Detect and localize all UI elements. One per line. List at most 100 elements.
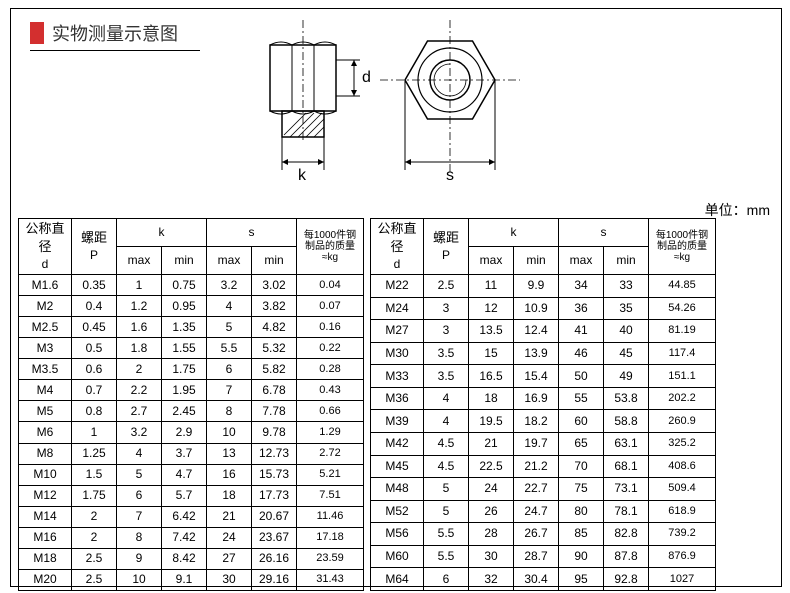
table-cell: 7.78: [252, 401, 297, 422]
table-cell: 9.78: [252, 422, 297, 443]
table-row: M101.554.71615.735.21: [19, 464, 364, 485]
table-cell: 0.5: [72, 338, 117, 359]
table-cell: 58.8: [604, 410, 649, 433]
table-cell: 1.8: [117, 338, 162, 359]
table-cell: 2.7: [117, 401, 162, 422]
title-bar: 实物测量示意图: [30, 20, 200, 51]
hdr-d-bot: d: [42, 257, 49, 271]
hdr-d-bot: d: [394, 257, 401, 271]
spec-table-right: 公称直径d 螺距P k s 每1000件钢制品的质量≈kg max min ma…: [370, 218, 716, 591]
table-row: M2.50.451.61.3554.820.16: [19, 317, 364, 338]
table-cell: M60: [371, 545, 424, 568]
table-cell: 3.2: [117, 422, 162, 443]
table-row: M16287.422423.6717.18: [19, 527, 364, 548]
table-row: M303.51513.94645117.4: [371, 342, 716, 365]
table-cell: 33: [604, 275, 649, 298]
table-cell: 4.5: [424, 432, 469, 455]
hdr-kmax: max: [117, 247, 162, 275]
table-cell: 4.82: [252, 317, 297, 338]
table-cell: 19.7: [514, 432, 559, 455]
table-cell: 7: [117, 506, 162, 527]
table-cell: 325.2: [649, 432, 716, 455]
table-row: M222.5119.9343344.85: [371, 275, 716, 298]
table-cell: 5.82: [252, 359, 297, 380]
table-cell: 6.78: [252, 380, 297, 401]
hdr-smax: max: [559, 247, 604, 275]
table-cell: 2.5: [72, 569, 117, 590]
table-cell: 0.04: [297, 275, 364, 296]
table-cell: 0.16: [297, 317, 364, 338]
table-row: M202.5109.13029.1631.43: [19, 569, 364, 590]
table-cell: M20: [19, 569, 72, 590]
hdr-s: s: [559, 219, 649, 247]
table-row: M39419.518.26058.8260.9: [371, 410, 716, 433]
table-cell: 2: [117, 359, 162, 380]
table-cell: 53.8: [604, 387, 649, 410]
table-cell: 3.2: [207, 275, 252, 296]
table-cell: 6: [207, 359, 252, 380]
table-cell: M64: [371, 568, 424, 591]
hdr-p-bot: P: [442, 248, 450, 262]
table-cell: 3.02: [252, 275, 297, 296]
table-row: M40.72.21.9576.780.43: [19, 380, 364, 401]
table-row: M50.82.72.4587.780.66: [19, 401, 364, 422]
table-cell: 4: [424, 410, 469, 433]
hdr-wt2: 制品的质量: [657, 241, 707, 252]
table-cell: 7.42: [162, 527, 207, 548]
table-row: M3.50.621.7565.820.28: [19, 359, 364, 380]
table-cell: 85: [559, 523, 604, 546]
table-cell: 31.43: [297, 569, 364, 590]
table-cell: 44.85: [649, 275, 716, 298]
table-cell: 24.7: [514, 500, 559, 523]
table-cell: 15.73: [252, 464, 297, 485]
table-cell: 13: [207, 443, 252, 464]
hdr-kmax: max: [469, 247, 514, 275]
table-cell: M3: [19, 338, 72, 359]
hdr-smin: min: [604, 247, 649, 275]
table-cell: 5.5: [207, 338, 252, 359]
table-cell: 151.1: [649, 365, 716, 388]
table-row: M20.41.20.9543.820.07: [19, 296, 364, 317]
table-cell: 26.16: [252, 548, 297, 569]
table-row: M424.52119.76563.1325.2: [371, 432, 716, 455]
table-cell: 1.25: [72, 443, 117, 464]
table-cell: 117.4: [649, 342, 716, 365]
table-cell: 28: [469, 523, 514, 546]
table-cell: 22.7: [514, 478, 559, 501]
table-cell: 18.2: [514, 410, 559, 433]
hdr-wt3: ≈kg: [674, 252, 690, 263]
table-cell: 22.5: [469, 455, 514, 478]
table-row: M565.52826.78582.8739.2: [371, 523, 716, 546]
hdr-p-bot: P: [90, 248, 98, 262]
table-cell: 18: [207, 485, 252, 506]
table-cell: M3.5: [19, 359, 72, 380]
table-cell: M48: [371, 478, 424, 501]
table-cell: 5.5: [424, 545, 469, 568]
table-cell: 2.5: [424, 275, 469, 298]
table-row: M333.516.515.45049151.1: [371, 365, 716, 388]
table-cell: M12: [19, 485, 72, 506]
table-cell: 20.67: [252, 506, 297, 527]
table-cell: 27: [207, 548, 252, 569]
hdr-s: s: [207, 219, 297, 247]
table-cell: 15.4: [514, 365, 559, 388]
table-cell: 92.8: [604, 568, 649, 591]
unit-label: 单位：mm: [705, 200, 770, 220]
table-cell: M24: [371, 297, 424, 320]
table-cell: 21: [207, 506, 252, 527]
table-cell: 0.07: [297, 296, 364, 317]
table-cell: 68.1: [604, 455, 649, 478]
table-cell: 28.7: [514, 545, 559, 568]
table-cell: 2.72: [297, 443, 364, 464]
table-cell: 0.75: [162, 275, 207, 296]
table-cell: 21.2: [514, 455, 559, 478]
hdr-k: k: [117, 219, 207, 247]
page-title: 实物测量示意图: [52, 20, 178, 46]
table-cell: M6: [19, 422, 72, 443]
table-cell: 29.16: [252, 569, 297, 590]
table-row: M1.60.3510.753.23.020.04: [19, 275, 364, 296]
table-row: M30.51.81.555.55.320.22: [19, 338, 364, 359]
table-cell: 4: [207, 296, 252, 317]
table-cell: 11: [469, 275, 514, 298]
table-cell: 8: [207, 401, 252, 422]
